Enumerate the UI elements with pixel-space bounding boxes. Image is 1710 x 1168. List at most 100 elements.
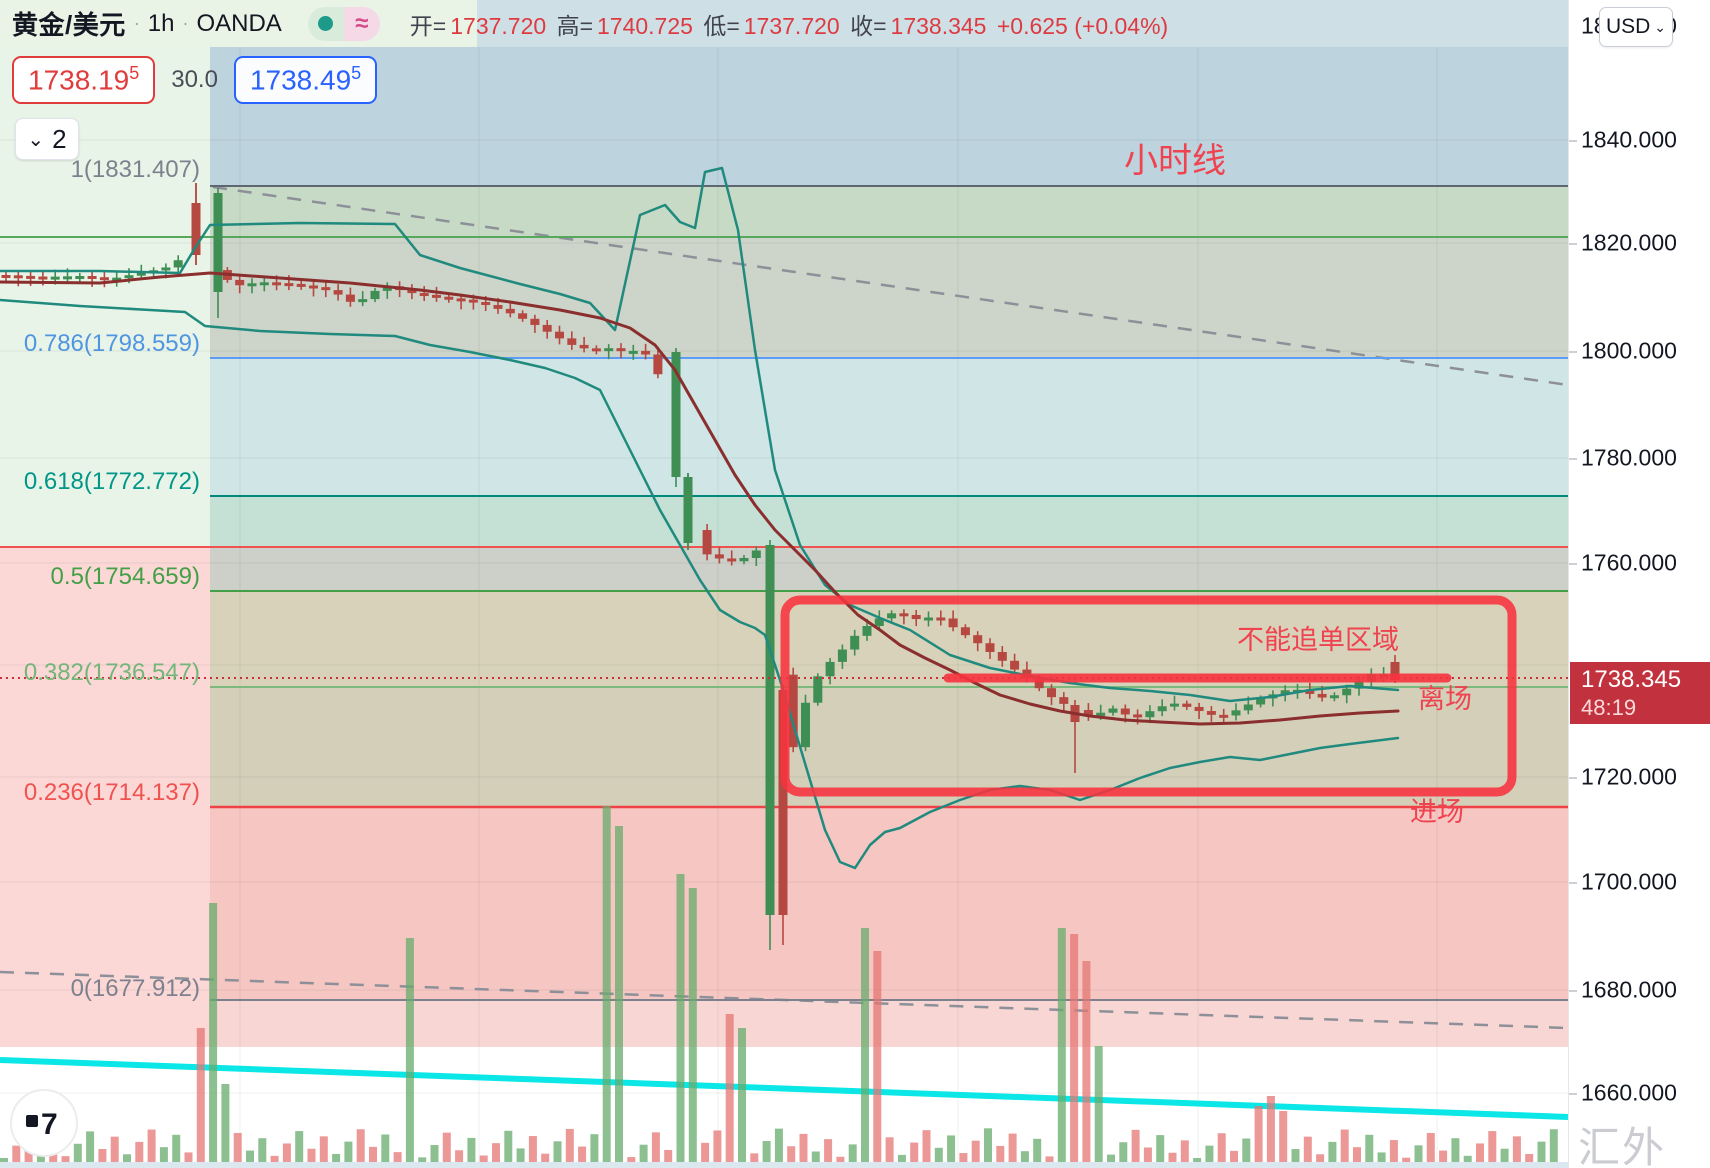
volume-bar <box>258 1138 267 1166</box>
candle <box>924 617 933 621</box>
topbar-bg-left <box>0 0 477 47</box>
volume-bar <box>1131 1129 1140 1166</box>
volume-bar <box>565 1128 574 1166</box>
session-toggle[interactable]: ≈ <box>307 6 380 41</box>
logo-glyph: 7 <box>41 1108 58 1141</box>
candle <box>345 294 355 302</box>
volume-bar <box>1217 1133 1226 1166</box>
candle <box>136 272 146 276</box>
sell-button[interactable]: 1738.195 <box>12 56 156 105</box>
axis-tick: 1760.000 <box>1569 549 1677 576</box>
ma-basis-line <box>0 271 1400 726</box>
candle <box>579 344 589 349</box>
buy-button[interactable]: 1738.495 <box>233 56 378 105</box>
volume-bar <box>332 1153 341 1166</box>
candle <box>1342 688 1352 696</box>
axis-tick: 1660.000 <box>1569 1079 1677 1106</box>
volume-bar <box>221 1084 230 1166</box>
axis-tick: 1700.000 <box>1569 868 1677 895</box>
candle <box>419 293 429 297</box>
volume-bar <box>651 1132 660 1166</box>
candle <box>161 267 171 271</box>
candle <box>1219 714 1229 718</box>
candle <box>1 275 11 278</box>
volume-bar <box>61 1156 70 1166</box>
tradingview-logo[interactable]: 7 <box>8 1087 80 1159</box>
candle <box>1047 688 1056 698</box>
candle <box>825 661 835 677</box>
volume-bar <box>959 1153 968 1166</box>
candle <box>874 618 884 626</box>
candle <box>481 302 491 306</box>
volume-bar <box>381 1134 390 1166</box>
candle <box>444 296 454 300</box>
volume-bar <box>1488 1131 1497 1166</box>
candle <box>653 354 663 375</box>
volume-bar <box>492 1143 500 1166</box>
cyan-trendline <box>0 1057 1569 1120</box>
candle <box>899 613 909 617</box>
volume-bar <box>1525 1153 1534 1166</box>
volume-bar <box>627 1157 636 1166</box>
volume-bar <box>738 1028 746 1166</box>
volume-bar <box>528 1136 537 1166</box>
candle-special <box>213 193 223 292</box>
volume-bar <box>356 1129 365 1166</box>
volume-bar <box>578 1146 587 1166</box>
volume-bar <box>1254 1106 1263 1166</box>
candle <box>1194 706 1204 712</box>
currency-dropdown[interactable]: USD ⌄ <box>1599 7 1673 47</box>
volume-bar <box>639 1144 648 1166</box>
fib-band <box>210 591 1568 687</box>
candle <box>862 626 872 636</box>
indicators-count: 2 <box>52 123 67 154</box>
volume-bar <box>1070 934 1079 1166</box>
volume-bar <box>1045 1156 1054 1166</box>
fib-label: 0.786(1798.559) <box>24 330 200 357</box>
volume-bar <box>1328 1141 1337 1166</box>
annotation-hourly: 小时线 <box>1124 142 1226 180</box>
volume-bar <box>467 1137 476 1166</box>
separator-dot: · <box>182 13 189 33</box>
candle <box>13 275 23 279</box>
volume-bar <box>701 1142 710 1166</box>
volume-bar <box>282 1143 291 1166</box>
symbol-title[interactable]: 黄金/美元 <box>12 10 126 40</box>
time-axis-strip[interactable] <box>0 1162 1568 1168</box>
volume-bar <box>159 1147 168 1166</box>
volume-bar <box>1008 1133 1017 1166</box>
ohlc-readout: 开= 1737.720 高= 1740.725 低= 1737.720 收= 1738.… <box>409 12 1169 39</box>
volume-bar <box>1402 1157 1411 1166</box>
candle <box>505 308 515 314</box>
volume-bar <box>1353 1147 1361 1166</box>
separator-dot: · <box>133 13 140 33</box>
chevron-down-icon: ⌄ <box>1654 18 1667 35</box>
candle <box>38 276 48 280</box>
fib-band <box>210 547 1568 591</box>
candle <box>309 285 318 289</box>
annotation-no_chase: 不能追单区域 <box>1237 625 1399 655</box>
volume-bar <box>1426 1132 1435 1166</box>
volume-bar <box>1316 1154 1325 1166</box>
candle-special <box>671 352 681 477</box>
volume-bar <box>196 1028 205 1166</box>
price-axis[interactable]: 1860.000 USD ⌄ 1840.0001820.0001800.0001… <box>1568 0 1710 1168</box>
chevron-down-icon: ⌄ <box>27 128 45 151</box>
volume-bar <box>676 874 685 1166</box>
volume-bar <box>1082 961 1091 1166</box>
exchange-label[interactable]: OANDA <box>196 9 282 37</box>
candle <box>235 279 245 286</box>
volume-bar <box>1377 1152 1386 1166</box>
candle <box>1182 703 1192 707</box>
candle <box>936 617 946 621</box>
volume-bar <box>1107 1154 1115 1166</box>
indicators-collapse-button[interactable]: ⌄ 2 <box>15 118 79 160</box>
candle <box>1010 660 1020 670</box>
candle-special <box>1390 662 1400 680</box>
volume-bar <box>1033 1138 1042 1166</box>
interval-button[interactable]: 1h <box>147 9 175 37</box>
logo-bar-icon <box>26 1115 38 1127</box>
volume-bar <box>873 951 882 1166</box>
no-chase-zone-box <box>780 595 1517 797</box>
